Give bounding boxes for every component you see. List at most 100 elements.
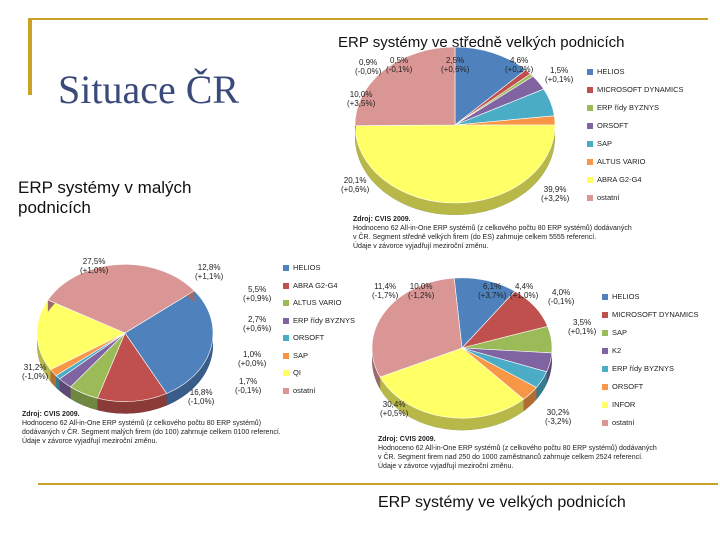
slice-label: 3,5% (+0,1%): [568, 318, 597, 336]
legend-item: MICROSOFT DYNAMICS: [587, 85, 684, 94]
source-line: Údaje v závorce vyjadřují meziroční změn…: [353, 243, 489, 250]
legend-swatch: [283, 387, 289, 394]
legend-swatch: [587, 69, 593, 76]
legend-item: ALTUS VARIO: [587, 157, 645, 166]
pie-slice-side-1: [166, 290, 213, 406]
legend-swatch: [602, 330, 608, 337]
slice-label: 30,2% (-3,2%): [545, 408, 572, 426]
legend-item: ostatní: [602, 418, 635, 427]
slice-label: 0,9% (-0,0%): [355, 58, 382, 76]
legend-item: HELIOS: [602, 292, 640, 301]
legend-swatch: [283, 335, 289, 342]
pie-slice-ostatn-: [371, 277, 463, 378]
pie-slice-side-6: [523, 387, 537, 412]
pie-slice-side-7: [380, 377, 524, 431]
small-companies-heading: ERP systémy v malých podnicích: [18, 178, 192, 217]
legend-swatch: [587, 87, 593, 94]
slice-label: 0,5% (-0,1%): [386, 56, 413, 74]
pie-slice-ostatn-: [47, 264, 195, 334]
pie-slice-qi: [36, 299, 126, 370]
legend-label: K2: [612, 346, 622, 355]
legend-swatch: [602, 294, 608, 301]
legend-item: QI: [283, 368, 301, 377]
source-line: v ČR. Segment firem nad 250 do 1000 zamě…: [378, 454, 643, 461]
legend-label: ERP řídy BYZNYS: [597, 103, 659, 112]
legend-label: ALTUS VARIO: [293, 298, 342, 307]
legend-item: HELIOS: [283, 263, 321, 272]
legend-item: ostatní: [587, 193, 620, 202]
pie-slice-side-5: [536, 371, 547, 400]
legend-label: ostatní: [293, 385, 316, 395]
legend-swatch: [283, 265, 289, 272]
legend-label: MICROSOFT DYNAMICS: [612, 310, 699, 319]
legend-label: INFOR: [612, 400, 636, 409]
legend-label: ostatní: [597, 193, 620, 202]
legend-label: ERP řídy BYZNYS: [612, 364, 674, 373]
legend-item: ERP řídy BYZNYS: [587, 103, 659, 112]
source-line: Hodnoceno 62 All-in-One ERP systémů (z c…: [22, 420, 262, 427]
slice-label: 16,8% (-1,0%): [188, 388, 215, 406]
pie-svg: [36, 264, 214, 414]
slice-label: 10,0% (-1,2%): [408, 282, 435, 300]
legend-label: HELIOS: [612, 292, 640, 301]
source-title: Zdroj: CVIS 2009.: [378, 436, 436, 443]
legend-swatch: [283, 352, 289, 359]
legend-item: ORSOFT: [283, 333, 324, 342]
legend-swatch: [283, 300, 289, 307]
legend-label: ORSOFT: [293, 333, 325, 342]
pie-slice-helios: [454, 46, 527, 126]
legend-label: QI: [293, 368, 301, 377]
bottom-accent-line: [38, 483, 718, 485]
slice-label: 2,7% (+0,6%): [243, 315, 272, 333]
legend-swatch: [602, 366, 608, 373]
slice-label: 12,8% (+1,1%): [195, 263, 224, 281]
legend-label: ALTUS VARIO: [597, 157, 646, 166]
legend-label: SAP: [293, 350, 309, 360]
slice-label: 31,2% (-1,0%): [22, 363, 49, 381]
slice-label: 2,5% (+0,6%): [441, 56, 470, 74]
legend-label: ABRA G2-G4: [293, 280, 338, 290]
medium-companies-pie-chart: 10,0% (+3,5%) 0,9% (-0,0%) 0,5% (-0,1%) 2,5…: [333, 46, 684, 265]
legend-label: ERP řídy BYZNYS: [293, 315, 355, 325]
pie-svg: [371, 277, 553, 431]
pie-slice-abra-g2-g4: [354, 124, 556, 204]
legend-swatch: [587, 141, 593, 148]
pie-slice-side-3: [70, 386, 98, 411]
slice-label: 11,4% (-1,7%): [372, 282, 399, 300]
legend-item: ABRA G2-G4: [283, 281, 338, 290]
pie-slice-abra-g2-g4: [97, 332, 168, 402]
legend-item: ORSOFT: [587, 121, 628, 130]
pie-slice-side-2: [97, 393, 167, 414]
slice-label: 4,4% (+1,0%): [510, 282, 539, 300]
legend-swatch: [587, 105, 593, 112]
source-line: Hodnoceno 62 All-in-One ERP systémů (z c…: [378, 445, 657, 452]
legend-item: SAP: [602, 328, 627, 337]
slice-label: 27,5% (+1,0%): [80, 257, 109, 275]
slide-title: Situace ČR: [58, 67, 240, 112]
legend-swatch: [602, 384, 608, 391]
pie-slice-ostatn-: [354, 46, 456, 126]
legend-swatch: [602, 402, 608, 409]
legend-label: SAP: [612, 328, 628, 337]
legend-label: ORSOFT: [597, 121, 629, 130]
legend-item: ERP řídy BYZNYS: [602, 364, 674, 373]
slice-label: 6,1% (+3,7%): [478, 282, 507, 300]
top-accent-line: [28, 18, 708, 20]
large-companies-pie-chart: 11,4% (-1,7%) 10,0% (-1,2%) 6,1% (+3,7%) 4,…: [370, 270, 710, 485]
slice-label: 4,6% (+0,2%): [505, 56, 534, 74]
source-note: Zdroj: CVIS 2009. Hodnoceno 62 All-in-One…: [22, 410, 281, 446]
small-companies-pie-chart: 27,5% (+1,0%) 12,8% (+1,1%) 5,5% (+0,9%) 2,…: [0, 245, 355, 460]
legend-label: ORSOFT: [612, 382, 644, 391]
source-line: Údaje v závorce vyjadřují meziroční změn…: [22, 438, 158, 445]
legend-item: ORSOFT: [602, 382, 643, 391]
pie-svg: [354, 46, 556, 216]
pie-slice-infor: [379, 347, 525, 419]
legend-item: HELIOS: [587, 67, 625, 76]
pie-slice-side-6: [50, 369, 56, 388]
legend-swatch: [587, 123, 593, 130]
source-line: Údaje v závorce vyjadřují meziroční změn…: [378, 463, 514, 470]
source-line: v ČR. Segment středně velkých firem (do …: [353, 234, 597, 241]
legend-label: SAP: [597, 139, 613, 148]
legend-item: ERP řídy BYZNYS: [283, 316, 355, 325]
legend-label: HELIOS: [597, 67, 625, 76]
